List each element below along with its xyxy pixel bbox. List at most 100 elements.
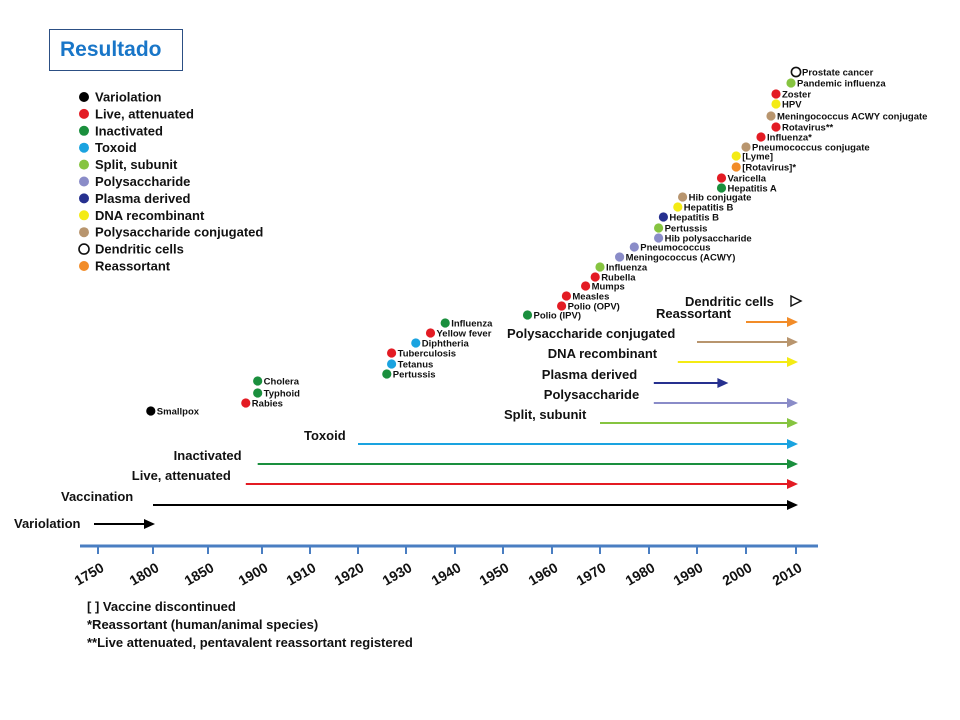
- vaccine-marker-hib-polysaccharide: [654, 233, 664, 243]
- vaccine-marker-rotavirus: [731, 162, 741, 172]
- vaccine-label-diphtheria: Diphtheria: [422, 339, 470, 350]
- vaccine-label-hepatitis-b: Hepatitis B: [684, 203, 734, 214]
- vaccine-marker-pandemic-influenza: [786, 78, 796, 88]
- vaccine-marker-influenza: [756, 132, 766, 142]
- legend-marker-live-attenuated: [79, 108, 89, 119]
- legend-marker-polysaccharide-conjugated: [79, 227, 89, 238]
- vaccine-label-mumps: Mumps: [592, 282, 625, 293]
- footnote-2: *Reassortant (human/animal species): [87, 617, 318, 632]
- vaccine-label-rabies: Rabies: [252, 399, 283, 410]
- vaccine-marker-measles: [561, 291, 572, 301]
- footnotes: [ ] Vaccine discontinued *Reassortant (hu…: [87, 599, 413, 650]
- vaccine-marker-polio-ipv: [522, 310, 533, 320]
- legend-marker-plasma-derived: [79, 193, 89, 204]
- legend-marker-split-subunit: [79, 159, 89, 170]
- axis-tick-label-2010: 2010: [770, 559, 805, 589]
- bar-arrow-polysaccharide-conjugated: [787, 337, 798, 347]
- legend-label-dna-recombinant: DNA recombinant: [95, 208, 205, 223]
- bar-label-dendritic-cells: Dendritic cells: [685, 294, 774, 309]
- axis-tick-label-1920: 1920: [332, 559, 367, 589]
- legend-label-reassortant: Reassortant: [95, 259, 171, 274]
- bar-label-plasma-derived: Plasma derived: [542, 367, 637, 382]
- vaccine-label-influenza: Influenza: [451, 319, 493, 330]
- vaccine-marker-tuberculosis: [387, 348, 397, 358]
- legend-label-polysaccharide: Polysaccharide: [95, 174, 190, 189]
- vaccine-marker-lyme: [731, 151, 741, 161]
- vaccine-marker-rubella: [590, 272, 600, 282]
- vaccine-label-meningococcus-acwy-conjugate: Meningococcus ACWY conjugate: [777, 112, 927, 123]
- bar-arrow-reassortant: [787, 317, 798, 327]
- bar-label-split-subunit: Split, subunit: [504, 407, 587, 422]
- vaccine-marker-yellow-fever: [425, 328, 436, 338]
- vaccine-label-cholera: Cholera: [264, 377, 300, 388]
- vaccine-marker-hepatitis-a: [716, 183, 727, 193]
- axis-tick-label-1800: 1800: [127, 559, 162, 589]
- footnote-3: **Live attenuated, pentavalent reassorta…: [87, 635, 413, 650]
- vaccine-label-varicella: Varicella: [728, 174, 767, 185]
- legend-label-dendritic-cells: Dendritic cells: [95, 242, 184, 257]
- vaccine-marker-pertussis: [382, 369, 392, 379]
- bar-label-inactivated: Inactivated: [174, 448, 242, 463]
- vaccine-label-lyme: [Lyme]: [742, 152, 773, 163]
- legend-marker-variolation: [79, 92, 89, 102]
- vaccine-marker-cholera: [253, 376, 263, 386]
- vaccine-label-zoster: Zoster: [782, 90, 811, 101]
- bar-label-polysaccharide-conjugated: Polysaccharide conjugated: [507, 326, 675, 341]
- legend-label-variolation: Variolation: [95, 90, 162, 105]
- legend-marker-toxoid: [79, 142, 89, 153]
- vaccine-label-pneumococcus: Pneumococcus: [640, 243, 710, 254]
- vaccine-marker-typhoid: [253, 388, 263, 398]
- vaccine-marker-tetanus: [387, 359, 397, 369]
- axis-tick-label-1850: 1850: [182, 559, 217, 589]
- legend-marker-reassortant: [79, 261, 89, 271]
- axis-tick-label-1930: 1930: [380, 559, 415, 589]
- legend-label-inactivated: Inactivated: [95, 123, 163, 138]
- bar-label-dna-recombinant: DNA recombinant: [548, 346, 658, 361]
- vaccine-marker-influenza: [440, 318, 450, 328]
- legend-marker-polysaccharide: [79, 176, 89, 187]
- bar-arrow-dendritic-cells: [790, 294, 803, 308]
- vaccine-label-yellow-fever: Yellow fever: [437, 329, 492, 340]
- legend-label-live-attenuated: Live, attenuated: [95, 106, 194, 121]
- vaccine-label-pertussis: Pertussis: [665, 224, 708, 235]
- legend-label-split-subunit: Split, subunit: [95, 157, 178, 172]
- legend-marker-dendritic-cells: [78, 243, 90, 255]
- vaccine-label-rotavirus: Rotavirus**: [782, 123, 834, 134]
- vaccine-marker-rabies: [241, 398, 251, 408]
- axis-tick-label-1960: 1960: [526, 559, 561, 589]
- vaccine-label-polio-opv: Polio (OPV): [568, 302, 620, 313]
- bar-arrow-split-subunit: [787, 418, 798, 428]
- vaccine-label-measles: Measles: [572, 292, 609, 303]
- footnote-1: [ ] Vaccine discontinued: [87, 599, 236, 614]
- vaccine-marker-varicella: [716, 173, 727, 183]
- vaccine-label-smallpox: Smallpox: [157, 407, 200, 418]
- vaccine-label-tuberculosis: Tuberculosis: [398, 349, 456, 360]
- vaccine-marker-zoster: [771, 89, 781, 99]
- bar-label-live-attenuated: Live, attenuated: [132, 468, 231, 483]
- vaccine-marker-hepatitis-b: [673, 202, 683, 212]
- vaccine-label-tetanus: Tetanus: [398, 360, 434, 371]
- axis-tick-label-1750: 1750: [72, 559, 107, 589]
- bar-arrow-polysaccharide: [787, 398, 798, 408]
- page-title: Resultado: [49, 29, 183, 71]
- vaccine-label-polio-ipv: Polio (IPV): [534, 311, 582, 322]
- technology-bars: Variolation Vaccination Live, attenuated In…: [14, 294, 803, 531]
- bar-arrow-live-attenuated: [787, 479, 798, 489]
- vaccine-marker-influenza: [595, 262, 605, 272]
- vaccine-marker-meningococcus-acwy-conjugate: [766, 111, 776, 121]
- axis-tick-label-1940: 1940: [429, 559, 464, 589]
- vaccine-marker-diphtheria: [411, 338, 421, 348]
- vaccine-marker-smallpox: [146, 406, 156, 416]
- vaccine-label-hpv: HPV: [782, 100, 802, 111]
- vaccine-label-typhoid: Typhoid: [264, 389, 300, 400]
- vaccine-label-pandemic-influenza: Pandemic influenza: [797, 79, 886, 90]
- bar-arrow-inactivated: [787, 459, 798, 469]
- axis-tick-label-2000: 2000: [720, 559, 755, 589]
- vaccine-label-influenza: Influenza: [606, 263, 648, 274]
- vaccine-marker-hepatitis-b: [658, 212, 669, 222]
- bar-label-polysaccharide: Polysaccharide: [544, 387, 639, 402]
- legend-marker-inactivated: [79, 125, 89, 136]
